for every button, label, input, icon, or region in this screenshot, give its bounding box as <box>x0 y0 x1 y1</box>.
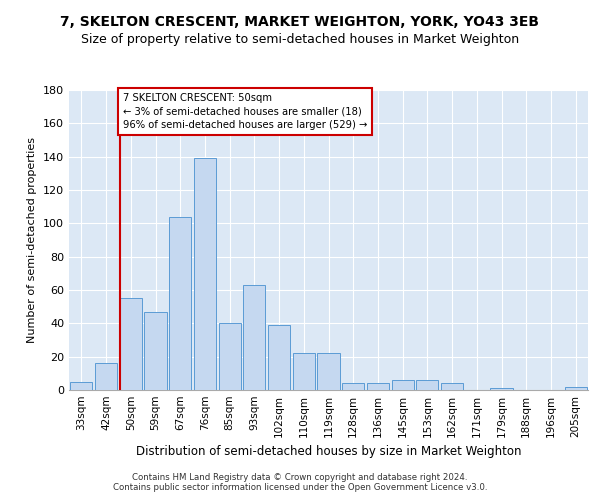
Y-axis label: Number of semi-detached properties: Number of semi-detached properties <box>28 137 37 343</box>
Bar <box>268 325 290 390</box>
Bar <box>95 364 117 390</box>
Bar <box>169 216 191 390</box>
Bar <box>441 384 463 390</box>
Text: Size of property relative to semi-detached houses in Market Weighton: Size of property relative to semi-detach… <box>81 32 519 46</box>
Text: 7 SKELTON CRESCENT: 50sqm
← 3% of semi-detached houses are smaller (18)
96% of s: 7 SKELTON CRESCENT: 50sqm ← 3% of semi-d… <box>122 94 367 130</box>
Bar <box>490 388 512 390</box>
Text: 7, SKELTON CRESCENT, MARKET WEIGHTON, YORK, YO43 3EB: 7, SKELTON CRESCENT, MARKET WEIGHTON, YO… <box>61 15 539 29</box>
Bar <box>416 380 439 390</box>
Bar <box>145 312 167 390</box>
Bar <box>194 158 216 390</box>
Bar <box>565 386 587 390</box>
Bar <box>70 382 92 390</box>
Bar <box>392 380 414 390</box>
X-axis label: Distribution of semi-detached houses by size in Market Weighton: Distribution of semi-detached houses by … <box>136 446 521 458</box>
Bar <box>293 354 315 390</box>
Bar <box>342 384 364 390</box>
Bar <box>317 354 340 390</box>
Bar <box>218 324 241 390</box>
Text: Contains HM Land Registry data © Crown copyright and database right 2024.
Contai: Contains HM Land Registry data © Crown c… <box>113 473 487 492</box>
Bar <box>243 285 265 390</box>
Bar <box>367 384 389 390</box>
Bar <box>119 298 142 390</box>
